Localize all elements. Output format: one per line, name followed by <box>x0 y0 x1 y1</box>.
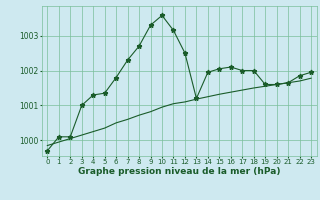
X-axis label: Graphe pression niveau de la mer (hPa): Graphe pression niveau de la mer (hPa) <box>78 167 280 176</box>
